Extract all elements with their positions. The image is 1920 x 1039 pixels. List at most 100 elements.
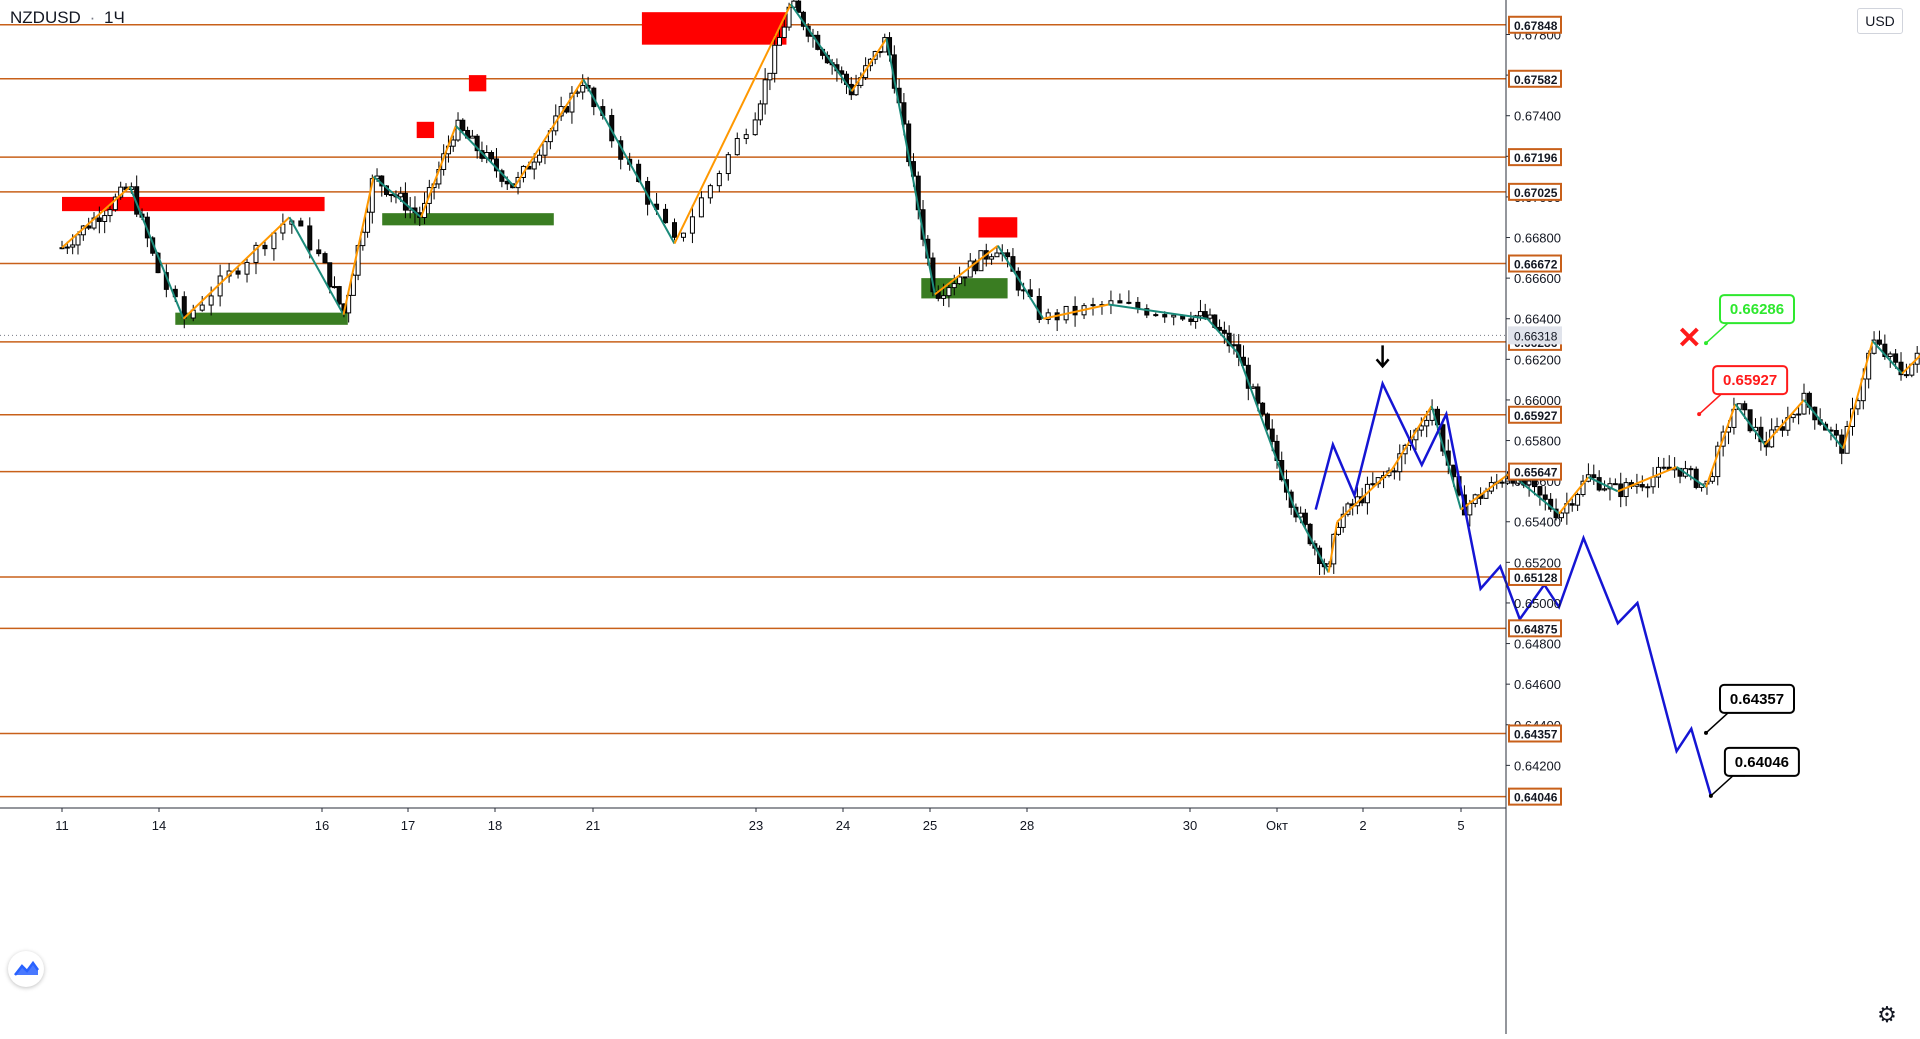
level-price-tag-bg	[1510, 569, 1560, 584]
demand-zone[interactable]	[382, 213, 554, 226]
candle-body	[450, 139, 456, 147]
candle-body	[680, 232, 686, 238]
y-tick-label: 0.64800	[1514, 637, 1561, 652]
zigzag-down-segment	[455, 125, 516, 188]
candle-body	[973, 260, 979, 272]
supply-zone[interactable]	[978, 217, 1018, 238]
y-tick-label: 0.66800	[1514, 231, 1561, 246]
level-price-label: 0.64875	[1514, 622, 1558, 636]
candle-body	[531, 161, 537, 170]
zigzag-up-segment	[1391, 405, 1433, 470]
zigzag-down-segment	[1206, 318, 1239, 354]
horizontal-levels	[0, 24, 1506, 798]
callout-anchor	[1704, 341, 1708, 346]
candle-body	[1221, 329, 1227, 334]
level-price-label: 0.67025	[1514, 186, 1558, 200]
supply-zone[interactable]	[468, 75, 487, 92]
supply-zone[interactable]	[62, 196, 325, 212]
candle-body	[636, 163, 642, 183]
red-x-icon[interactable]	[1679, 327, 1699, 347]
candle-body	[1397, 453, 1403, 473]
demand-zone[interactable]	[921, 278, 1008, 299]
candle-body	[1231, 344, 1237, 347]
zigzag-up-segment	[673, 3, 792, 245]
level-price-tag-bg	[1510, 17, 1560, 32]
candle-body	[1340, 513, 1346, 528]
candle-body	[1898, 361, 1904, 376]
currency-selector[interactable]: USD	[1857, 8, 1903, 34]
candle-body	[1255, 386, 1261, 404]
candle-body	[235, 270, 241, 275]
zigzag-down-segment	[288, 216, 345, 316]
candle-body	[752, 119, 758, 136]
level-price-label: 0.65647	[1514, 466, 1558, 480]
candle-body	[1634, 484, 1640, 487]
level-price-tag-bg	[1510, 256, 1560, 271]
zigzag-up-segment	[1327, 521, 1339, 573]
gear-icon[interactable]: ⚙	[1877, 1003, 1897, 1028]
zigzag-up-segment	[1901, 354, 1920, 375]
candle-body	[1580, 480, 1586, 496]
supply-zone[interactable]	[416, 121, 435, 139]
zigzag-up-segment	[1043, 303, 1109, 320]
candle-body	[734, 138, 740, 156]
candle-body	[1117, 300, 1123, 304]
callout-box[interactable]	[1719, 294, 1795, 325]
callout-leader	[1710, 775, 1745, 797]
callout-anchor	[1708, 793, 1713, 798]
level-price-tag-bg	[1510, 71, 1560, 86]
callout-box[interactable]	[1723, 746, 1800, 777]
forecast-path[interactable]	[1314, 380, 1713, 797]
candle-body	[327, 262, 333, 288]
zigzag-down-segment	[128, 186, 185, 320]
candle-body	[1090, 304, 1096, 307]
candle-body	[1335, 526, 1341, 535]
current-price-label: 0.66318	[1514, 329, 1558, 343]
level-price-tag-bg	[1510, 407, 1560, 422]
symbol-title[interactable]: NZDUSD · 1Ч	[10, 8, 125, 28]
zigzag-up-segment	[934, 244, 999, 296]
y-tick-label: 0.66600	[1514, 271, 1561, 286]
candle-body	[1542, 494, 1548, 500]
candle-body	[537, 154, 543, 163]
candle-body	[1602, 488, 1608, 491]
zigzag-up-segment	[513, 78, 585, 188]
y-tick-label: 0.66200	[1514, 352, 1561, 367]
level-price-label: 0.64046	[1514, 791, 1558, 805]
zigzag-down-segment	[1430, 405, 1462, 510]
tradingview-logo-icon[interactable]	[8, 951, 44, 987]
level-price-label: 0.67582	[1514, 73, 1558, 87]
callout-box[interactable]	[1719, 683, 1795, 714]
candle-body	[112, 196, 118, 211]
zigzag-down-segment	[1871, 340, 1903, 375]
y-tick-label: 0.65400	[1514, 515, 1561, 530]
title-separator: ·	[89, 8, 96, 27]
zigzag-up-segment	[1460, 472, 1511, 511]
zigzag-down-segment	[1803, 399, 1844, 450]
level-price-tag-bg	[1510, 464, 1560, 479]
candle-body	[716, 173, 722, 187]
callout-box[interactable]	[1712, 365, 1789, 396]
level-price-tag-bg	[1510, 789, 1560, 804]
callout-leader	[1698, 393, 1734, 415]
candle-body	[1188, 318, 1194, 322]
candle-body	[796, 0, 802, 13]
demand-zone[interactable]	[175, 312, 348, 325]
supply-zone[interactable]	[641, 12, 787, 45]
candle-body	[1370, 483, 1376, 486]
candle-body	[64, 246, 70, 249]
candle-body	[1569, 503, 1575, 506]
candle-body	[1709, 476, 1715, 482]
callout-leader	[1705, 712, 1740, 734]
candle-body	[1742, 403, 1748, 411]
level-price-label: 0.66672	[1514, 258, 1558, 272]
zigzag-up-segment	[1617, 466, 1677, 493]
candle-body	[1302, 512, 1308, 525]
current-price-tag[interactable]	[1508, 326, 1562, 345]
candle-body	[994, 252, 1000, 258]
candle-body	[322, 253, 328, 264]
candle-body	[725, 154, 731, 175]
candle-body	[1144, 308, 1150, 316]
